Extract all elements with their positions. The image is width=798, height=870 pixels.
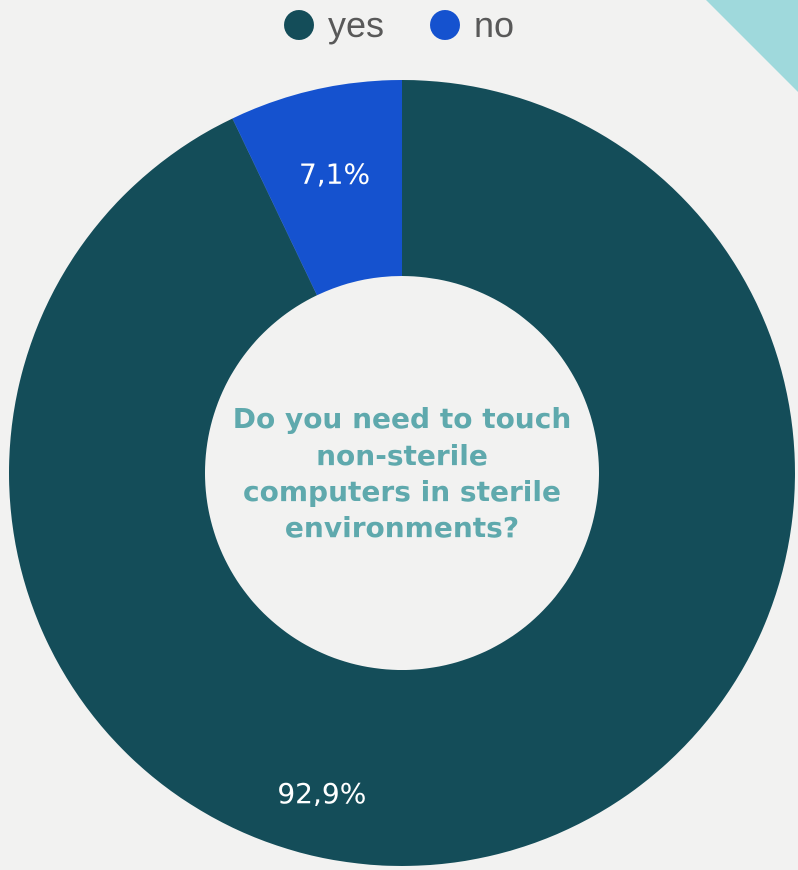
legend-swatch-no: [429, 10, 460, 40]
donut-slice-no[interactable]: [232, 80, 402, 296]
legend-label-no: no: [473, 4, 515, 45]
donut-slice-yes[interactable]: [8, 80, 795, 866]
slice-label-no: 7,1%: [299, 158, 370, 191]
slice-label-yes: 92,9%: [277, 777, 366, 810]
legend-item-yes[interactable]: yes: [283, 4, 384, 45]
legend-item-no[interactable]: no: [429, 4, 515, 45]
center-question: Do you need to touch non-sterile compute…: [232, 402, 572, 545]
legend-label-yes: yes: [327, 4, 384, 45]
corner-accent-triangle: [706, 0, 798, 92]
chart-legend: yes no: [0, 0, 798, 50]
legend-swatch-yes: [283, 10, 314, 40]
